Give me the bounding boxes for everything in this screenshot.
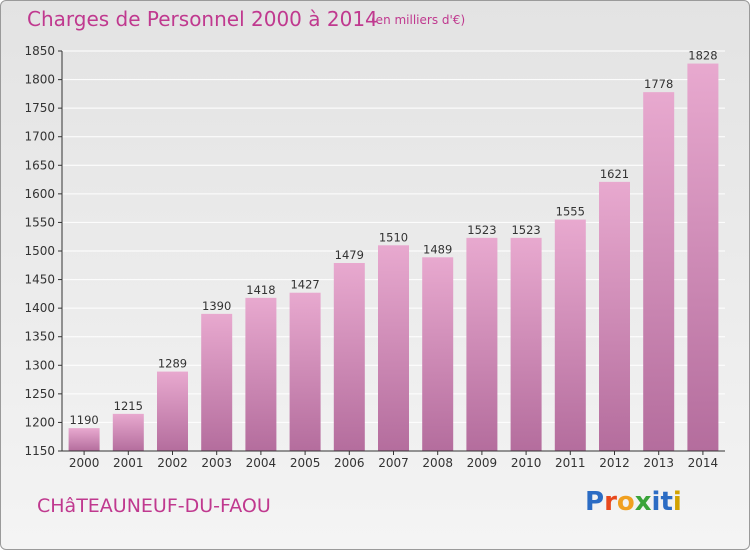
y-tick-label: 1750 <box>24 101 55 115</box>
x-tick-label: 2001 <box>113 456 144 470</box>
x-tick-label: 2012 <box>599 456 630 470</box>
y-tick-label: 1400 <box>24 301 55 315</box>
value-label: 1778 <box>644 77 673 91</box>
value-label: 1489 <box>423 242 452 256</box>
y-tick-label: 1800 <box>24 73 55 87</box>
x-tick-label: 2008 <box>422 456 453 470</box>
bar <box>599 181 630 451</box>
logo-letter: i <box>672 487 682 517</box>
x-tick-label: 2004 <box>246 456 277 470</box>
bar <box>157 371 188 451</box>
y-tick-label: 1850 <box>24 44 55 58</box>
x-tick-label: 2005 <box>290 456 321 470</box>
bar <box>422 257 454 451</box>
bar <box>687 63 719 451</box>
logo-letter: x <box>634 487 652 517</box>
bar <box>466 237 498 451</box>
town-name: CHâTEAUNEUF-DU-FAOU <box>37 495 271 517</box>
bars: 1190 1215 1289 1390 1418 1427 1479 1510 1489 1523… <box>68 49 719 452</box>
y-tick-label: 1300 <box>24 358 55 372</box>
value-label: 1190 <box>69 413 98 427</box>
value-label: 1555 <box>556 205 585 219</box>
value-label: 1427 <box>290 278 319 292</box>
value-label: 1215 <box>114 399 143 413</box>
bar <box>68 428 100 451</box>
x-tick-label: 2010 <box>511 456 542 470</box>
chart-title: Charges de Personnel 2000 à 2014 <box>27 7 378 31</box>
y-tick-label: 1250 <box>24 387 55 401</box>
logo-letter: t <box>660 487 673 517</box>
logo-letter: P <box>585 487 605 517</box>
value-label: 1479 <box>335 248 364 262</box>
bar <box>245 297 277 451</box>
bar <box>643 92 675 452</box>
proxiti-logo: Proxiti <box>585 487 682 517</box>
y-tick-label: 1650 <box>24 158 55 172</box>
value-label: 1510 <box>379 230 408 244</box>
y-tick-label: 1700 <box>24 130 55 144</box>
value-label: 1289 <box>158 357 187 371</box>
axes: 1150 1200 1250 1300 1350 1400 1450 1500 1550 1600… <box>24 44 725 470</box>
bar <box>289 292 321 451</box>
y-tick-label: 1600 <box>24 187 55 201</box>
logo-letter: i <box>651 487 661 517</box>
logo-letter: o <box>616 487 635 517</box>
y-tick-label: 1150 <box>24 444 55 458</box>
x-tick-label: 2002 <box>157 456 188 470</box>
x-tick-label: 2014 <box>688 456 719 470</box>
bar <box>554 219 586 451</box>
x-tick-label: 2006 <box>334 456 365 470</box>
y-tick-label: 1200 <box>24 415 55 429</box>
bar <box>510 237 542 451</box>
y-tick-label: 1450 <box>24 273 55 287</box>
x-tick-label: 2000 <box>69 456 100 470</box>
value-label: 1828 <box>688 49 717 63</box>
chart-subtitle: (en milliers d'€) <box>371 13 466 27</box>
bar <box>378 245 409 451</box>
value-label: 1621 <box>600 167 629 181</box>
bar <box>333 263 365 451</box>
y-tick-label: 1550 <box>24 215 55 229</box>
bar <box>201 313 233 451</box>
x-tick-label: 2009 <box>467 456 498 470</box>
bar <box>112 413 144 451</box>
x-tick-label: 2007 <box>378 456 409 470</box>
y-tick-label: 1350 <box>24 330 55 344</box>
y-tick-label: 1500 <box>24 244 55 258</box>
value-label: 1418 <box>246 283 275 297</box>
value-label: 1523 <box>511 223 540 237</box>
x-tick-label: 2003 <box>201 456 232 470</box>
x-tick-label: 2013 <box>643 456 674 470</box>
value-label: 1523 <box>467 223 496 237</box>
x-tick-label: 2011 <box>555 456 586 470</box>
value-label: 1390 <box>202 299 231 313</box>
logo-letter: r <box>604 487 617 517</box>
